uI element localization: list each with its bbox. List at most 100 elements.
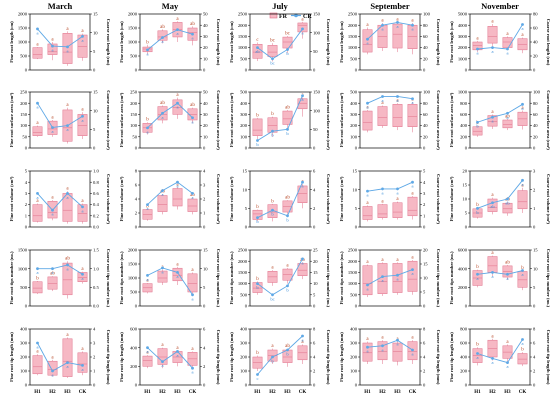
cr-series-line [477, 103, 523, 123]
panel-may-r0: 0 500 1000 1500 2000 0 10 20 30 40 50 Fine root len… [119, 12, 221, 73]
cr-significance-letter: a [366, 105, 368, 110]
fr-significance-letter: a [366, 337, 369, 342]
cr-significance-letter: b [256, 142, 259, 147]
panel-may-r2: 0 2 4 6 8 0 1 2 3 4 Fine root volume (cm³) Coarse r… [119, 169, 221, 230]
fr-box-h2 [377, 263, 388, 294]
left-tick-label: 200 [460, 134, 468, 139]
cr-significance-letter: a [491, 360, 493, 365]
fr-significance-letter: a [491, 334, 494, 339]
left-axis-label: Fine root surface area (cm²) [449, 92, 454, 147]
fr-box-ck [77, 34, 88, 58]
right-tick-label: 5 [93, 127, 96, 132]
left-tick-label: 800 [460, 327, 468, 332]
cr-point-h2 [161, 266, 164, 270]
cr-point-h2 [381, 187, 384, 191]
cr-significance-letter: a [521, 26, 523, 31]
fr-box-h1 [362, 342, 373, 362]
cr-significance-letter: a [146, 277, 148, 282]
fr-significance-letter: b [146, 40, 149, 45]
cr-significance-letter: a [491, 274, 493, 279]
right-tick-label: 4 [423, 355, 426, 360]
right-tick-label: 2 [313, 206, 316, 211]
left-tick-label: 2 [25, 202, 28, 207]
right-tick-label: 1.0 [93, 169, 99, 174]
left-axis-label: Fine root tips number (no.) [229, 251, 234, 305]
cr-point-h1 [366, 37, 369, 41]
fr-significance-letter: a [36, 43, 39, 48]
right-tick-label: 15 [93, 90, 98, 95]
month-title-november: November [481, 1, 519, 11]
right-tick-label: 5 [533, 285, 536, 290]
left-tick-label: 100 [350, 134, 358, 139]
cr-point-h3 [176, 101, 179, 105]
cr-significance-letter: a [81, 208, 83, 213]
left-axis-label: Fine root tip length (mm) [229, 332, 234, 382]
fr-box-h1 [32, 47, 43, 59]
cr-series-line [257, 182, 303, 219]
cr-significance-letter: a [161, 269, 163, 274]
cr-point-h3 [176, 180, 179, 184]
month-title-may: May [162, 1, 179, 11]
x-tick-label: H1 [254, 390, 261, 395]
right-axis-label: Coarse root tip length (mm) [436, 330, 441, 385]
right-tick-label: 20 [203, 45, 208, 50]
fr-significance-letter: b [271, 199, 274, 204]
panel-march-r4: 0 100 200 300 400 0 1 2 3 4 Fine root tip length (… [9, 327, 111, 395]
cr-significance-letter: a [176, 353, 178, 358]
cr-significance-letter: b [476, 210, 479, 215]
right-tick-label: 0 [203, 146, 206, 151]
cr-point-ck [301, 180, 304, 184]
panel-september-r2: 0 5 10 15 0 1 2 3 4 5 Fine root volume (cm³) Coarse… [339, 169, 441, 230]
panel-september-r3: 0 500 1000 1500 2000 2500 0 5 10 15 20 Fine root ti… [339, 248, 441, 309]
left-tick-label: 100 [20, 123, 28, 128]
cr-point-h1 [366, 283, 369, 287]
left-tick-label: 500 [350, 90, 358, 95]
left-tick-label: 2500 [348, 12, 358, 17]
right-tick-label: 0 [423, 383, 426, 388]
right-tick-label: 2 [423, 369, 426, 374]
fr-box-h3 [62, 262, 73, 296]
x-tick-label: CK [79, 390, 87, 395]
fr-significance-letter: ab [505, 260, 510, 265]
right-axis-label: Coarse root surface area (cm²) [106, 90, 111, 150]
right-tick-label: 20 [423, 134, 428, 139]
left-tick-label: 50 [22, 134, 27, 139]
cr-series-line [367, 339, 413, 351]
cr-point-h2 [271, 355, 274, 359]
legend: FR CR [269, 12, 312, 20]
left-tick-label: 1500 [238, 270, 248, 275]
right-tick-label: 50 [203, 12, 208, 17]
cr-significance-letter: c [256, 376, 258, 381]
x-tick-label: H1 [364, 390, 371, 395]
cr-point-ck [301, 94, 304, 98]
left-tick-label: 15 [242, 169, 247, 174]
fr-box-h3 [392, 202, 403, 218]
right-tick-label: 10 [423, 276, 428, 281]
panel-november-r4: 0 200 400 600 800 0 2 4 6 8 Fine root tip length (… [449, 327, 550, 395]
fr-significance-letter: a [51, 116, 54, 121]
x-tick-label: H3 [394, 390, 401, 395]
left-tick-label: 1000 [128, 40, 138, 45]
cr-significance-letter: a [191, 370, 193, 375]
left-tick-label: 8 [135, 169, 138, 174]
right-tick-label: 0 [203, 304, 206, 309]
cr-significance-letter: a [81, 118, 83, 123]
right-tick-label: 10 [203, 134, 208, 139]
right-tick-label: 0 [93, 383, 96, 388]
cr-significance-letter: a [491, 119, 493, 124]
fr-significance-letter: a [491, 251, 494, 256]
cr-significance-letter: b [286, 287, 289, 292]
fr-box-h3 [62, 33, 73, 64]
right-tick-label: 2 [533, 369, 536, 374]
cr-significance-letter: a [476, 355, 478, 360]
fr-significance-letter: a [476, 36, 479, 41]
right-tick-label: 5 [313, 292, 316, 297]
cr-significance-letter: a [396, 98, 398, 103]
cr-significance-letter: a [521, 106, 523, 111]
left-tick-label: 1000 [348, 281, 358, 286]
left-tick-label: 200 [240, 355, 248, 360]
fr-box-ck [77, 114, 88, 136]
panel-july-r1: 0 100 200 300 400 500 0 50 100 150 Fine root surfa… [229, 90, 331, 151]
right-tick-label: 4 [423, 180, 426, 185]
cr-significance-letter: a [146, 129, 148, 134]
